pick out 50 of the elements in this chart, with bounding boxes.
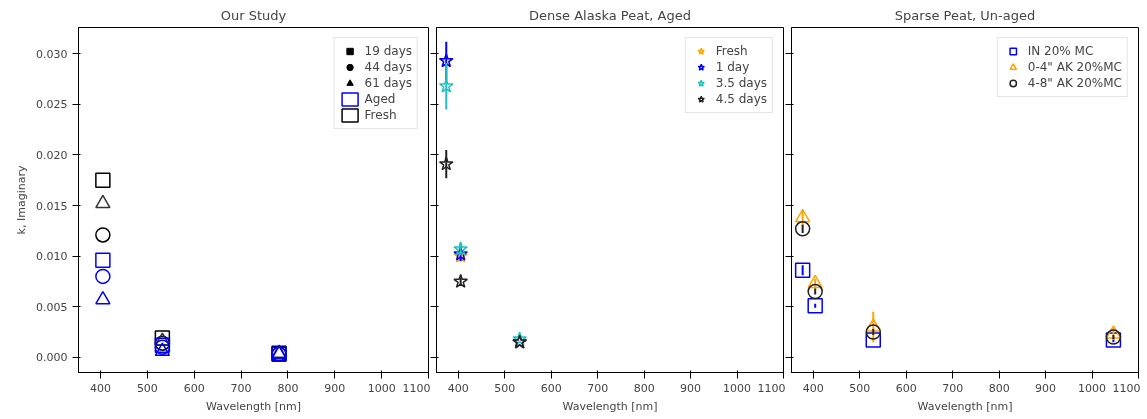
x-tick-label: 900 xyxy=(1035,381,1057,395)
legend-label: 3.5 days xyxy=(715,75,767,91)
legend-label: Fresh xyxy=(364,107,397,123)
legend-label: Aged xyxy=(364,91,396,107)
y-tick-label: 0.030 xyxy=(36,47,68,61)
y-tick-label: 0.000 xyxy=(36,351,68,365)
x-tick-label: 1100 xyxy=(757,381,786,395)
legend-label: Fresh xyxy=(715,43,748,59)
x-tick-label: 600 xyxy=(895,381,917,395)
x-tick-label: 900 xyxy=(324,381,346,395)
x-tick-label: 1000 xyxy=(723,381,752,395)
x-tick-label: 800 xyxy=(633,381,655,395)
legend-label: 19 days xyxy=(364,43,412,59)
x-tick-label: 1000 xyxy=(1078,381,1107,395)
x-tick-label: 600 xyxy=(183,381,205,395)
x-axis-title: Wavelength [nm] xyxy=(917,399,1013,413)
x-tick-label: 400 xyxy=(802,381,824,395)
x-tick-label: 700 xyxy=(942,381,964,395)
x-tick-label: 500 xyxy=(494,381,516,395)
x-tick-label: 1000 xyxy=(367,381,396,395)
x-tick-label: 700 xyxy=(230,381,252,395)
legend-label: 0-4" AK 20%MC xyxy=(1027,59,1122,75)
legend-label: 1 day xyxy=(715,59,750,75)
chart-title: Sparse Peat, Un-aged xyxy=(894,7,1036,23)
legend-label: 44 days xyxy=(364,59,412,75)
y-axis-title: k, Imaginary xyxy=(15,165,29,235)
x-tick-label: 600 xyxy=(540,381,562,395)
legend-label: 61 days xyxy=(364,75,412,91)
y-tick-label: 0.005 xyxy=(36,300,68,314)
chart-title: Our Study xyxy=(220,7,287,23)
x-tick-label: 400 xyxy=(90,381,112,395)
y-tick-label: 0.025 xyxy=(36,98,68,112)
x-axis-title: Wavelength [nm] xyxy=(562,399,658,413)
x-tick-label: 1100 xyxy=(402,381,431,395)
x-tick-label: 800 xyxy=(988,381,1010,395)
x-tick-label: 700 xyxy=(587,381,609,395)
x-tick-label: 400 xyxy=(447,381,469,395)
legend-label: IN 20% MC xyxy=(1027,43,1094,59)
chart-title: Dense Alaska Peat, Aged xyxy=(529,7,691,23)
x-tick-label: 1100 xyxy=(1112,381,1141,395)
legend-label: 4-8" AK 20%MC xyxy=(1027,75,1122,91)
x-tick-label: 500 xyxy=(136,381,158,395)
y-tick-label: 0.015 xyxy=(36,199,68,213)
y-tick-label: 0.020 xyxy=(36,148,68,162)
x-tick-label: 800 xyxy=(277,381,299,395)
x-tick-label: 900 xyxy=(680,381,702,395)
x-axis-title: Wavelength [nm] xyxy=(205,399,302,413)
y-tick-label: 0.010 xyxy=(36,250,68,264)
legend-label: 4.5 days xyxy=(715,91,767,107)
x-tick-label: 500 xyxy=(849,381,871,395)
